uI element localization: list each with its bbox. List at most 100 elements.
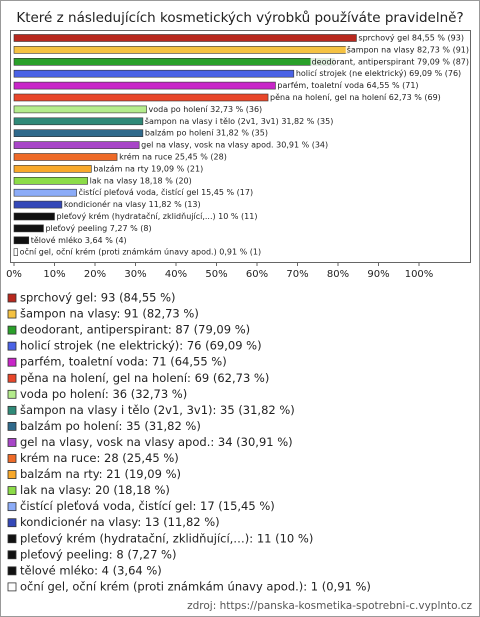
legend-label: balzám po holení: 35 (31,82 %) — [20, 419, 201, 433]
bar-label: gel na vlasy, vosk na vlasy apod. 30,91 … — [141, 141, 328, 150]
legend-label: krém na ruce: 28 (25,45 %) — [20, 451, 179, 465]
bar-label-bg — [88, 176, 193, 186]
x-tick-label: 100% — [405, 269, 434, 280]
bar — [13, 212, 55, 221]
bar-label-bg — [294, 69, 463, 79]
bar — [13, 153, 118, 161]
legend-label: šampon na vlasy i tělo (2v1, 3v1): 35 (3… — [20, 403, 295, 417]
bar-label-bg — [44, 223, 153, 233]
legend-label: pěna na holení, gel na holení: 69 (62,73… — [20, 371, 269, 385]
bar — [13, 236, 30, 245]
legend-swatch — [7, 438, 17, 447]
bar — [13, 224, 44, 233]
bar-label: holicí strojek (ne elektrický) 69,09 % (… — [296, 69, 461, 78]
legend-label: holicí strojek (ne elektrický): 76 (69,0… — [20, 339, 262, 353]
x-tick-label: 40% — [165, 269, 187, 280]
bar-label-bg — [147, 104, 264, 114]
bar-label: šampon na vlasy 82,73 % (91) — [347, 44, 469, 54]
bar-label: pleťový peeling 7,27 % (8) — [45, 224, 151, 233]
bar-label: krém na ruce 25,45 % (28) — [119, 152, 227, 162]
bar — [13, 57, 335, 66]
bar-label-bg — [118, 151, 228, 162]
plot-frame — [10, 30, 471, 263]
legend-label: pleťový peeling: 8 (7,27 %) — [20, 547, 176, 561]
bar-label-bg — [140, 140, 330, 150]
x-tick-label: 70% — [286, 269, 308, 280]
legend-label: gel na vlasy, vosk na vlasy apod.: 34 (3… — [20, 435, 293, 449]
x-tick-label: 30% — [124, 269, 146, 280]
legend-label: lak na vlasy: 20 (18,18 %) — [20, 483, 170, 497]
bar-label: pěna na holení, gel na holení 62,73 % (6… — [270, 93, 441, 102]
bar — [13, 165, 92, 173]
legend-label: oční gel, oční krém (proti známkám únavy… — [20, 579, 371, 593]
legend-label: deodorant, antiperspirant: 87 (79,09 %) — [20, 323, 250, 337]
bar-label: deodorant, antiperspirant 79,09 % (87) — [312, 57, 469, 66]
bar-label-bg — [143, 128, 269, 138]
bar-label-bg — [276, 80, 420, 91]
bar — [13, 93, 269, 102]
bar — [13, 117, 144, 126]
bar — [13, 141, 140, 149]
legend-swatch — [7, 293, 17, 303]
bar-label: pleťový krém (hydratační, zklidňující,..… — [57, 211, 258, 221]
bar-label-bg — [92, 164, 205, 174]
bar — [13, 81, 276, 90]
legend-swatch — [7, 550, 17, 560]
legend-swatch — [7, 566, 17, 576]
bar-label: voda po holení 32,73 % (36) — [149, 105, 263, 114]
bar — [13, 69, 295, 78]
legend-swatch — [7, 502, 17, 512]
legend-swatch — [7, 534, 17, 544]
legend-swatch — [7, 341, 17, 351]
bar-label: oční gel, oční krém (proti známkám únavy… — [20, 247, 261, 257]
bar-label-bg — [345, 44, 470, 55]
bar — [13, 248, 18, 256]
bar — [13, 46, 350, 54]
bar-label-bg — [18, 246, 263, 257]
legend-swatch — [7, 454, 17, 463]
legend-label: šampon na vlasy: 91 (82,73 %) — [20, 307, 199, 321]
legend-label: kondicionér na vlasy: 13 (11,82 %) — [20, 515, 220, 529]
bar — [13, 200, 63, 209]
legend-label: sprchový gel: 93 (84,55 %) — [20, 291, 176, 305]
bar-label: čistící pleťová voda, čistící gel 15,45 … — [79, 187, 254, 197]
legend-swatch — [7, 309, 17, 319]
bar-label-bg — [62, 199, 202, 210]
legend-swatch — [7, 373, 17, 383]
x-tick-label: 0% — [6, 269, 22, 280]
x-tick-label: 50% — [205, 269, 227, 280]
legend-label: pleťový krém (hydratační, zklidňující,…)… — [20, 531, 313, 545]
bar — [13, 34, 357, 42]
bar-label-bg — [29, 234, 128, 245]
bar — [13, 105, 147, 114]
bar-label: parfém, toaletní voda 64,55 % (71) — [277, 80, 418, 90]
bar — [13, 129, 144, 137]
bar-label-bg — [55, 211, 259, 221]
legend-swatch — [7, 470, 17, 479]
x-tick-label: 80% — [327, 269, 349, 280]
bar — [13, 177, 88, 185]
legend-swatch — [7, 486, 17, 496]
bar-label: šampon na vlasy i tělo (2v1, 3v1) 31,82 … — [145, 116, 333, 126]
legend-label: parfém, toaletní voda: 71 (64,55 %) — [20, 355, 227, 369]
legend-label: voda po holení: 36 (32,73 %) — [20, 387, 187, 401]
bar-label: balzám po holení 31,82 % (35) — [145, 129, 268, 138]
x-tick-label: 10% — [43, 269, 65, 280]
legend-swatch — [7, 518, 17, 528]
legend-label: čistící pleťová voda, čistící gel: 17 (1… — [20, 499, 275, 513]
legend-swatch — [7, 582, 17, 592]
legend-swatch — [7, 357, 17, 367]
legend-label: balzám na rty: 21 (19,09 %) — [20, 467, 181, 481]
chart-title: Které z následujících kosmetických výrob… — [16, 10, 463, 26]
bar-label: kondicionér na vlasy 11,82 % (13) — [64, 199, 201, 209]
bar-label: tělové mléko 3,64 % (4) — [31, 235, 127, 245]
x-tick-label: 90% — [367, 269, 389, 280]
legend-swatch — [7, 421, 17, 431]
legend-swatch — [7, 325, 17, 335]
x-tick-label: 20% — [84, 269, 106, 280]
legend-swatch — [7, 405, 17, 415]
bar-label-bg — [357, 33, 465, 43]
bar-label-bg — [143, 115, 335, 126]
